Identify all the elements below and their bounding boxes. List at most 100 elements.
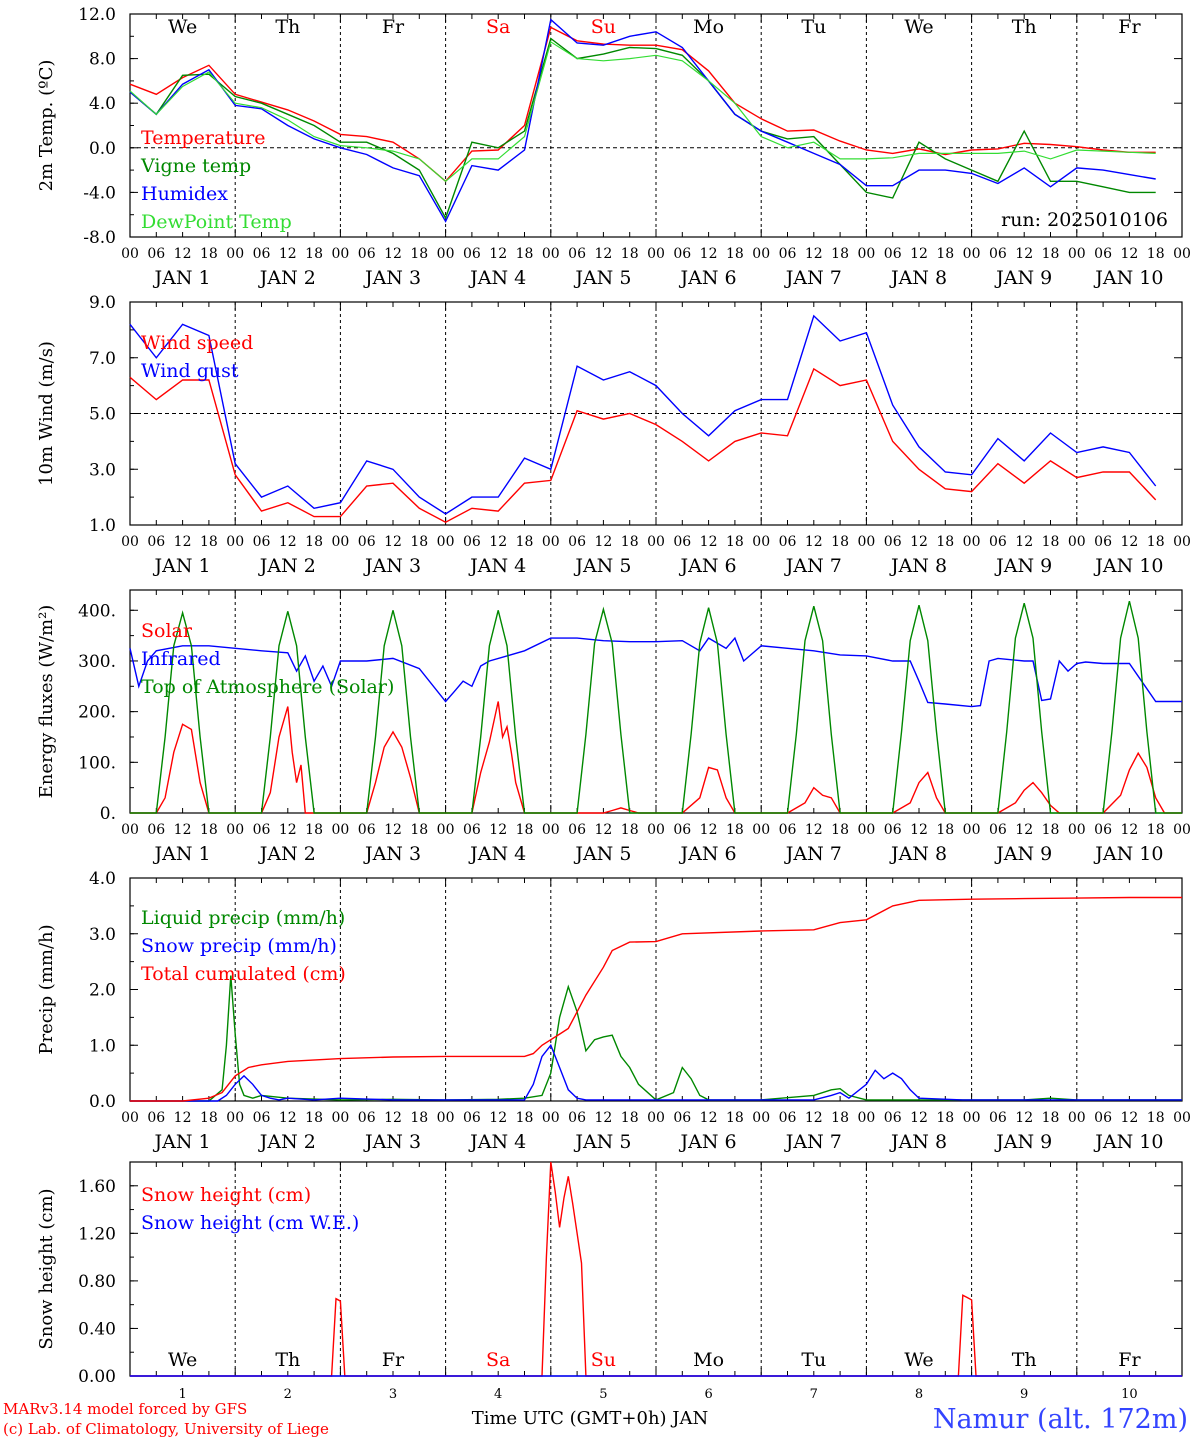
x-hour-label: 06 [358,822,376,838]
x-hour-label: 18 [1042,1110,1060,1126]
legend-entry: Liquid precip (mm/h) [141,907,345,929]
x-hour-label: 12 [700,1110,718,1126]
x-hour-label: 06 [673,822,691,838]
x-hour-label: 18 [621,822,639,838]
x-hour-label: 06 [989,534,1007,550]
x-hour-label: 12 [594,246,612,262]
x-hour-label: 18 [305,822,323,838]
x-day-label: JAN 4 [468,555,526,577]
legend-entry: Snow precip (mm/h) [141,935,337,957]
weekday-label: Th [1012,16,1037,38]
y-tick-label: 3.0 [89,460,116,480]
x-hour-label: 12 [489,246,507,262]
y-tick-label: 7.0 [89,349,116,369]
y-axis-label: Energy fluxes (W/m²) [36,605,57,799]
x-hour-label: 06 [358,246,376,262]
x-hour-label: 18 [726,822,744,838]
x-hour-label: 00 [963,534,981,550]
y-axis-label: 2m Temp. (ºC) [36,60,57,192]
x-hour-label: 00 [752,534,770,550]
series-line-dewpoint-temp [129,40,1156,183]
x-hour-label: 18 [726,1110,744,1126]
x-hour-label: 18 [305,1110,323,1126]
x-hour-label: 18 [621,534,639,550]
x-hour-label: 18 [305,246,323,262]
x-hour-label: 12 [279,534,297,550]
weekday-label: We [904,1349,933,1371]
x-hour-label: 06 [989,822,1007,838]
x-hour-label: 06 [1094,246,1112,262]
y-tick-label: 0.40 [78,1319,116,1339]
y-tick-label: 0.00 [78,1367,116,1387]
x-day-label: JAN 4 [468,1131,526,1153]
x-hour-label: 00 [437,822,455,838]
x-day-label: JAN 3 [363,843,421,865]
series-line-vigne-temp [129,37,1156,220]
legend-entry: Snow height (cm W.E.) [141,1212,359,1234]
x-day-number: 5 [599,1387,607,1402]
x-day-number: 10 [1121,1387,1138,1402]
x-hour-label: 18 [936,822,954,838]
x-hour-label: 18 [516,1110,534,1126]
x-hour-label: 00 [437,534,455,550]
x-hour-label: 18 [936,534,954,550]
y-tick-label: 100. [78,753,116,773]
x-hour-label: 00 [121,534,139,550]
x-hour-label: 18 [936,246,954,262]
x-hour-label: 06 [253,822,271,838]
x-hour-label: 06 [147,534,165,550]
x-day-label: JAN 2 [258,555,316,577]
x-hour-label: 12 [384,822,402,838]
x-hour-label: 00 [226,1110,244,1126]
x-hour-label: 18 [305,534,323,550]
weekday-label: Mo [693,16,724,38]
x-hour-label: 00 [121,246,139,262]
x-day-label: JAN 5 [573,267,631,289]
x-hour-label: 12 [384,534,402,550]
x-hour-label: 18 [621,246,639,262]
x-day-label: JAN 8 [889,267,947,289]
x-hour-label: 18 [726,534,744,550]
credit-line-2: (c) Lab. of Climatology, University of L… [3,1420,329,1438]
x-day-label: JAN 3 [363,1131,421,1153]
x-hour-label: 06 [147,246,165,262]
x-hour-label: 00 [437,246,455,262]
x-hour-label: 06 [147,1110,165,1126]
x-day-label: JAN 10 [1093,555,1163,577]
panel-5: 0.00 0.40 0.80 1.20 1.60 Snow height (cm) Snow… [36,1161,1183,1402]
x-hour-label: 12 [1120,822,1138,838]
y-tick-label: 0.0 [89,1092,116,1112]
x-hour-label: 18 [410,822,428,838]
x-hour-label: 12 [805,1110,823,1126]
x-hour-label: 06 [673,1110,691,1126]
x-hour-label: 00 [1068,822,1086,838]
x-hour-label: 06 [568,534,586,550]
legend-entry: Infrared [141,648,221,670]
x-day-label: JAN 5 [573,1131,631,1153]
legend-entry: Vigne temp [140,155,251,177]
x-hour-label: 12 [489,1110,507,1126]
x-day-label: JAN 1 [153,843,211,865]
x-hour-label: 00 [647,822,665,838]
x-hour-label: 00 [1173,534,1191,550]
x-hour-label: 06 [1094,1110,1112,1126]
x-hour-label: 06 [463,1110,481,1126]
x-hour-label: 00 [963,822,981,838]
weekday-label: Fr [382,1349,405,1371]
x-day-label: JAN 6 [679,1131,737,1153]
series-line-snow-precip-mm-h [130,1043,1182,1102]
x-hour-label: 06 [253,1110,271,1126]
x-hour-label: 12 [279,246,297,262]
x-hour-label: 06 [1094,534,1112,550]
x-hour-label: 12 [910,822,928,838]
x-hour-label: 06 [358,1110,376,1126]
x-day-label: JAN 5 [573,555,631,577]
legend-entry: Total cumulated (cm) [141,963,346,985]
x-hour-label: 00 [226,246,244,262]
series-line-humidex [129,18,1156,223]
x-hour-label: 12 [174,1110,192,1126]
x-day-label: JAN 8 [889,555,947,577]
x-day-number: 7 [810,1387,818,1402]
x-hour-label: 12 [805,822,823,838]
weekday-label: Fr [1118,1349,1141,1371]
